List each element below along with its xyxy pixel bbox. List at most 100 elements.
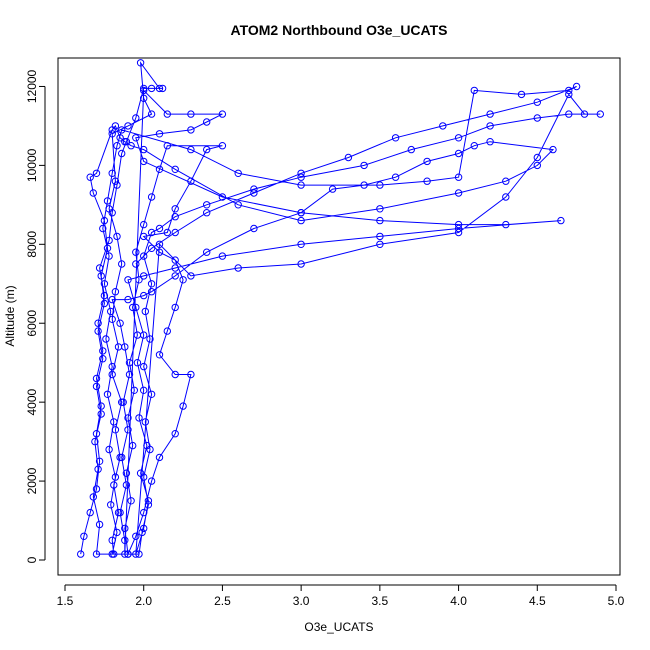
data-point — [77, 550, 85, 558]
data-point — [94, 327, 102, 335]
data-point — [147, 390, 156, 398]
data-point — [147, 193, 156, 201]
data-point — [218, 193, 227, 201]
data-point — [124, 426, 132, 434]
data-point — [116, 134, 124, 142]
data-point — [144, 497, 153, 505]
data-point — [171, 272, 179, 280]
data-point — [250, 224, 258, 233]
plot-frame — [57, 57, 621, 576]
data-point — [105, 445, 113, 454]
data-point — [565, 86, 573, 95]
data-point — [171, 370, 179, 379]
data-point — [108, 362, 116, 371]
data-point — [140, 386, 148, 394]
data-point — [376, 205, 384, 213]
data-point — [135, 550, 143, 558]
data-point — [99, 347, 107, 355]
data-point — [163, 327, 172, 335]
y-tick-label: 4000 — [25, 388, 39, 415]
data-point — [147, 110, 156, 118]
y-tick-label: 8000 — [25, 231, 39, 258]
data-point — [187, 145, 195, 154]
data-point — [108, 536, 116, 544]
data-point — [108, 370, 116, 379]
data-point — [454, 173, 463, 181]
data-point — [297, 209, 305, 217]
data-point — [147, 477, 156, 485]
data-point — [140, 157, 148, 166]
data-point — [118, 149, 126, 158]
data-point — [92, 169, 101, 178]
data-point — [533, 114, 541, 122]
y-axis: 0 2000 4000 6000 8000 10000 12000 — [25, 69, 46, 563]
plot-area — [77, 59, 604, 558]
data-point — [113, 232, 121, 241]
data-point — [130, 386, 139, 394]
data-point — [132, 134, 140, 142]
data-point — [89, 189, 98, 197]
data-point — [203, 201, 211, 209]
data-point — [140, 331, 148, 339]
data-point — [234, 169, 242, 178]
data-point — [103, 390, 112, 398]
data-point — [92, 485, 101, 493]
data-point — [121, 536, 129, 544]
data-point — [297, 260, 305, 268]
x-tick-label: 4.5 — [529, 594, 546, 608]
data-point — [132, 303, 140, 312]
data-point — [147, 84, 156, 93]
data-point — [91, 437, 99, 446]
data-point — [454, 189, 463, 197]
data-point — [118, 453, 126, 462]
data-point — [108, 295, 116, 304]
data-point — [111, 177, 120, 185]
data-point — [218, 110, 227, 118]
data-point — [391, 173, 400, 181]
data-point — [565, 110, 573, 118]
data-point — [105, 252, 113, 260]
data-point — [376, 232, 384, 241]
data-point — [113, 142, 121, 150]
data-point — [203, 248, 211, 256]
data-point — [297, 240, 305, 249]
x-tick-label: 4.0 — [450, 594, 467, 608]
data-point — [171, 264, 179, 272]
data-point — [187, 126, 195, 134]
data-point — [132, 114, 140, 122]
data-point — [103, 197, 112, 205]
data-point — [108, 130, 116, 138]
data-point — [99, 355, 107, 363]
data-point — [454, 149, 463, 158]
data-point — [155, 351, 164, 359]
data-point — [155, 84, 164, 93]
data-point — [147, 288, 156, 296]
data-point — [297, 173, 305, 181]
data-point — [140, 252, 148, 260]
data-point — [135, 276, 143, 284]
data-point — [171, 165, 179, 174]
data-point — [124, 414, 132, 422]
data-point — [187, 110, 195, 118]
data-point — [171, 228, 179, 237]
data-point — [107, 307, 115, 316]
data-point — [92, 382, 101, 391]
data-point — [140, 272, 148, 280]
x-axis-title: O3e_UCATS — [304, 620, 373, 634]
data-point — [486, 110, 494, 118]
data-point — [423, 157, 431, 166]
data-point — [129, 303, 137, 312]
data-point — [517, 90, 526, 99]
data-point — [344, 153, 353, 162]
data-point — [141, 307, 150, 316]
data-point — [100, 291, 109, 300]
data-point — [146, 445, 154, 454]
data-point — [110, 481, 118, 489]
data-point — [203, 118, 211, 126]
data-point — [121, 343, 129, 351]
data-point — [132, 550, 140, 558]
data-point — [133, 359, 142, 367]
data-point — [86, 508, 94, 517]
data-point — [121, 550, 129, 558]
data-point — [99, 224, 107, 233]
